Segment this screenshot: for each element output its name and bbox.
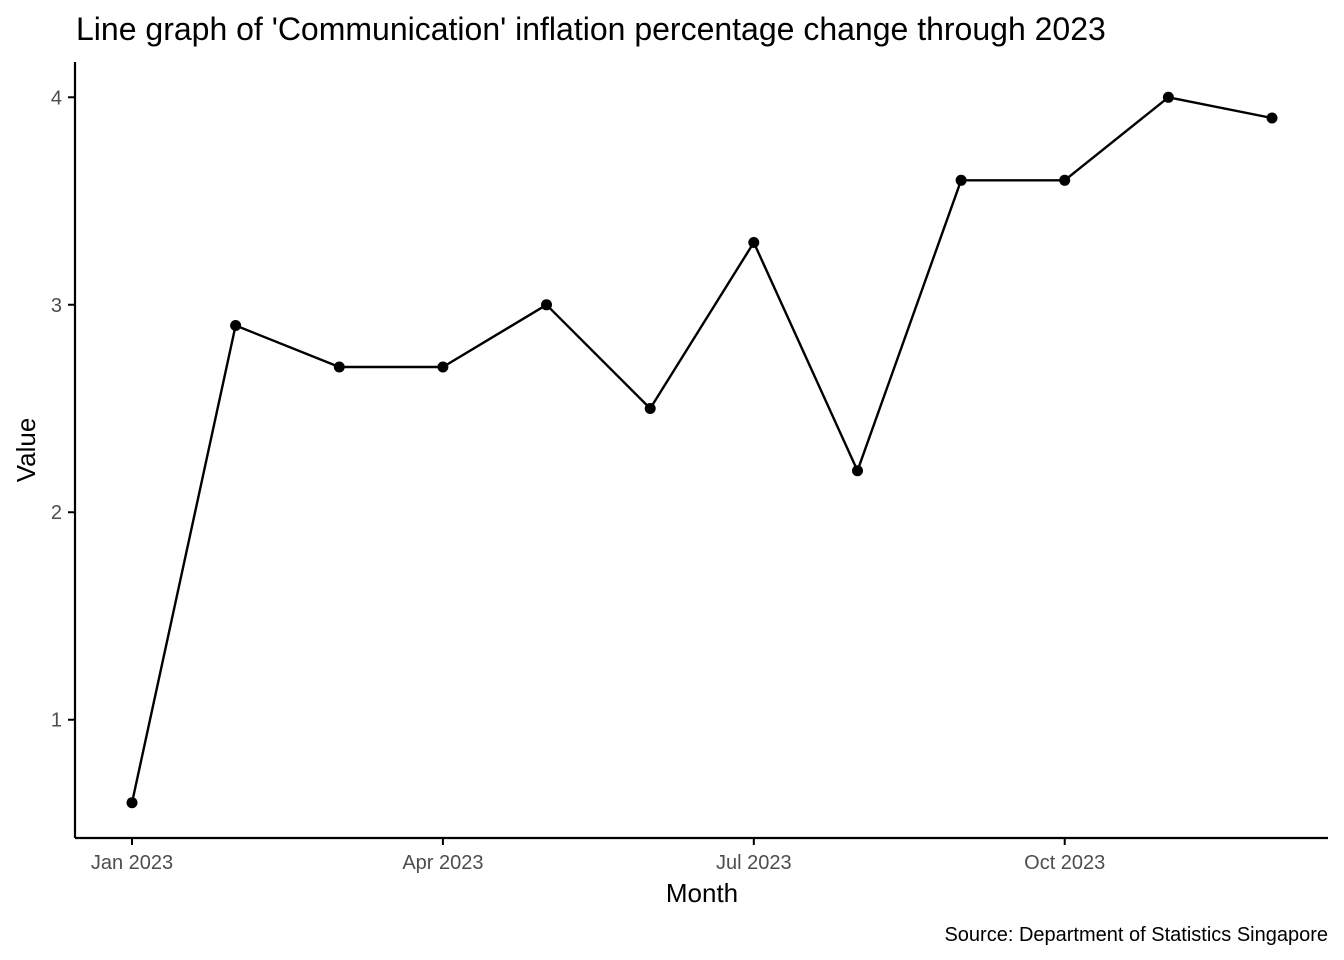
data-point-2023-10 [1059,174,1071,186]
x-tick-label: Jan 2023 [91,852,173,874]
data-point-2023-11 [1162,91,1174,103]
chart-title: Line graph of 'Communication' inflation … [76,11,1106,47]
y-axis-ticks: 1 2 3 4 [51,87,75,732]
data-point-2023-12 [1266,112,1278,124]
x-tick-label: Apr 2023 [402,852,483,874]
x-axis-ticks: Jan 2023 Apr 2023 Jul 2023 Oct 2023 [91,838,1105,874]
y-tick-label: 2 [51,502,62,524]
x-axis-title: Month [666,878,738,908]
y-axis-title: Value [11,418,41,483]
data-point-2023-03 [333,361,345,373]
data-point-2023-05 [541,299,552,311]
plot-area [126,91,1278,809]
data-point-2023-04 [437,361,449,373]
y-tick-label: 4 [51,87,62,109]
data-point-2023-07 [748,237,760,248]
x-tick-label: Jul 2023 [716,852,792,874]
data-point-2023-09 [955,174,967,186]
data-point-2023-02 [230,320,242,331]
series-line [130,96,1273,803]
source-caption: Source: Department of Statistics Singapo… [944,924,1328,946]
data-point-2023-06 [644,403,656,414]
x-tick-label: Oct 2023 [1024,852,1105,874]
data-point-2023-01 [126,797,138,809]
y-tick-label: 3 [51,295,62,317]
y-tick-label: 1 [51,710,62,732]
data-point-2023-08 [852,465,863,477]
